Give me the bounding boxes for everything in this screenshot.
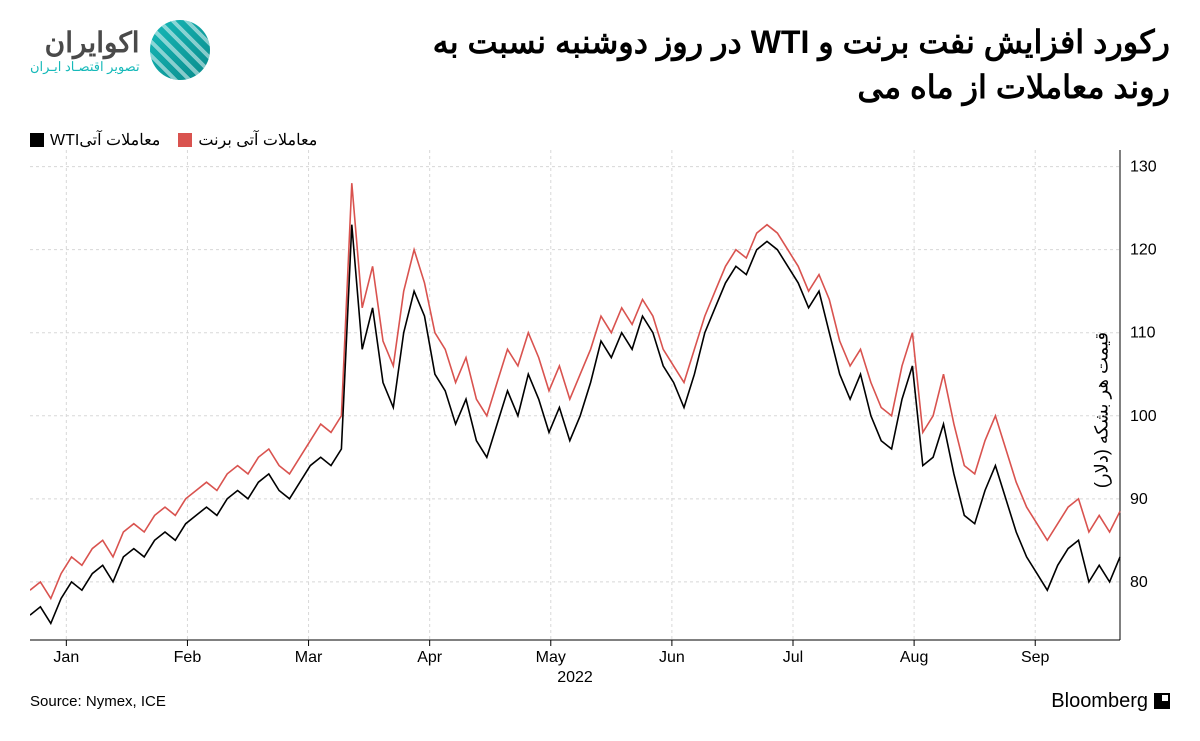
chart-title: رکورد افزایش نفت برنت و WTI در روز دوشنب… bbox=[390, 20, 1170, 110]
svg-text:130: 130 bbox=[1130, 158, 1157, 175]
logo-icon bbox=[150, 20, 210, 80]
legend-wti-label: معاملات آتیWTI bbox=[50, 130, 160, 150]
svg-text:120: 120 bbox=[1130, 241, 1157, 258]
chart-svg: 80 90 100 110 120 130 Jan Feb Mar Apr May Jun Jul Aug… bbox=[30, 130, 1170, 690]
chart-area: معاملات آتی برنت معاملات آتیWTI قیمت هر … bbox=[30, 130, 1170, 690]
legend-brent-label: معاملات آتی برنت bbox=[198, 130, 317, 150]
svg-text:Aug: Aug bbox=[900, 649, 928, 666]
legend-brent: معاملات آتی برنت bbox=[178, 130, 317, 150]
svg-text:Sep: Sep bbox=[1021, 649, 1050, 666]
svg-text:Mar: Mar bbox=[295, 649, 323, 666]
svg-text:80: 80 bbox=[1130, 573, 1148, 590]
svg-text:Jul: Jul bbox=[783, 649, 803, 666]
logo: اکوایران تصویر اقتصـاد ایـران bbox=[30, 20, 210, 80]
bloomberg-brand: Bloomberg bbox=[1051, 690, 1170, 713]
svg-text:100: 100 bbox=[1130, 407, 1157, 424]
bloomberg-icon bbox=[1154, 693, 1170, 709]
svg-text:2022: 2022 bbox=[557, 669, 593, 686]
legend-wti: معاملات آتیWTI bbox=[30, 130, 160, 150]
logo-main-text: اکوایران bbox=[30, 26, 140, 59]
svg-text:110: 110 bbox=[1130, 324, 1156, 341]
legend: معاملات آتی برنت معاملات آتیWTI bbox=[30, 130, 317, 150]
bloomberg-text: Bloomberg bbox=[1051, 690, 1148, 713]
legend-brent-swatch bbox=[178, 133, 192, 147]
svg-text:90: 90 bbox=[1130, 490, 1148, 507]
legend-wti-swatch bbox=[30, 133, 44, 147]
svg-text:Apr: Apr bbox=[417, 649, 443, 666]
source-text: Source: Nymex, ICE bbox=[30, 693, 166, 710]
svg-text:Jan: Jan bbox=[53, 649, 79, 666]
logo-subtitle: تصویر اقتصـاد ایـران bbox=[30, 59, 140, 75]
svg-text:May: May bbox=[536, 649, 566, 666]
svg-text:Feb: Feb bbox=[174, 649, 202, 666]
svg-text:Jun: Jun bbox=[659, 649, 685, 666]
